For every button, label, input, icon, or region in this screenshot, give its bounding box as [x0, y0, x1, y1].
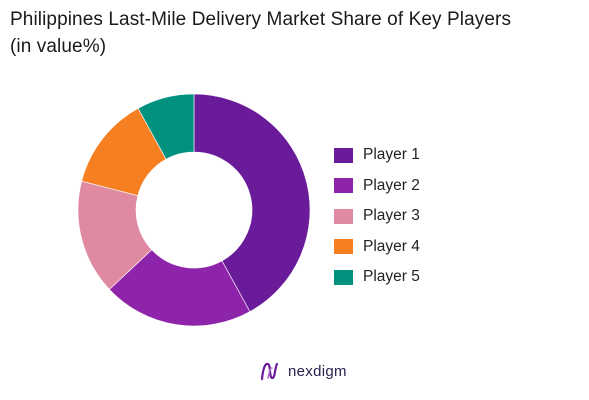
legend-item-player-4: Player 4 [334, 232, 420, 263]
legend-label: Player 1 [363, 146, 420, 164]
legend-swatch [334, 178, 353, 194]
nexdigm-wave-icon [260, 362, 279, 381]
chart-title: Philippines Last-Mile Delivery Market Sh… [10, 6, 585, 60]
legend-label: Player 3 [363, 207, 420, 225]
chart-legend: Player 1 Player 2 Player 3 Player 4 Player 5 [334, 140, 420, 293]
donut-slice-player-5 [137, 93, 195, 160]
donut-slice-player-1 [193, 93, 311, 313]
legend-item-player-5: Player 5 [334, 262, 420, 293]
chart-title-line-2: (in value%) [10, 36, 107, 57]
brand-footer: nexdigm [259, 359, 347, 383]
legend-item-player-1: Player 1 [334, 140, 420, 171]
legend-swatch [334, 239, 353, 255]
legend-label: Player 4 [363, 237, 420, 255]
legend-item-player-2: Player 2 [334, 171, 420, 202]
chart-title-line-1: Philippines Last-Mile Delivery Market Sh… [10, 9, 512, 30]
legend-swatch [334, 269, 353, 285]
legend-label: Player 5 [363, 268, 420, 286]
legend-swatch [334, 147, 353, 163]
legend-item-player-3: Player 3 [334, 201, 420, 232]
legend-label: Player 2 [363, 176, 420, 194]
legend-swatch [334, 208, 353, 224]
brand-name: nexdigm [288, 362, 347, 380]
donut-slice-player-2 [109, 249, 251, 327]
